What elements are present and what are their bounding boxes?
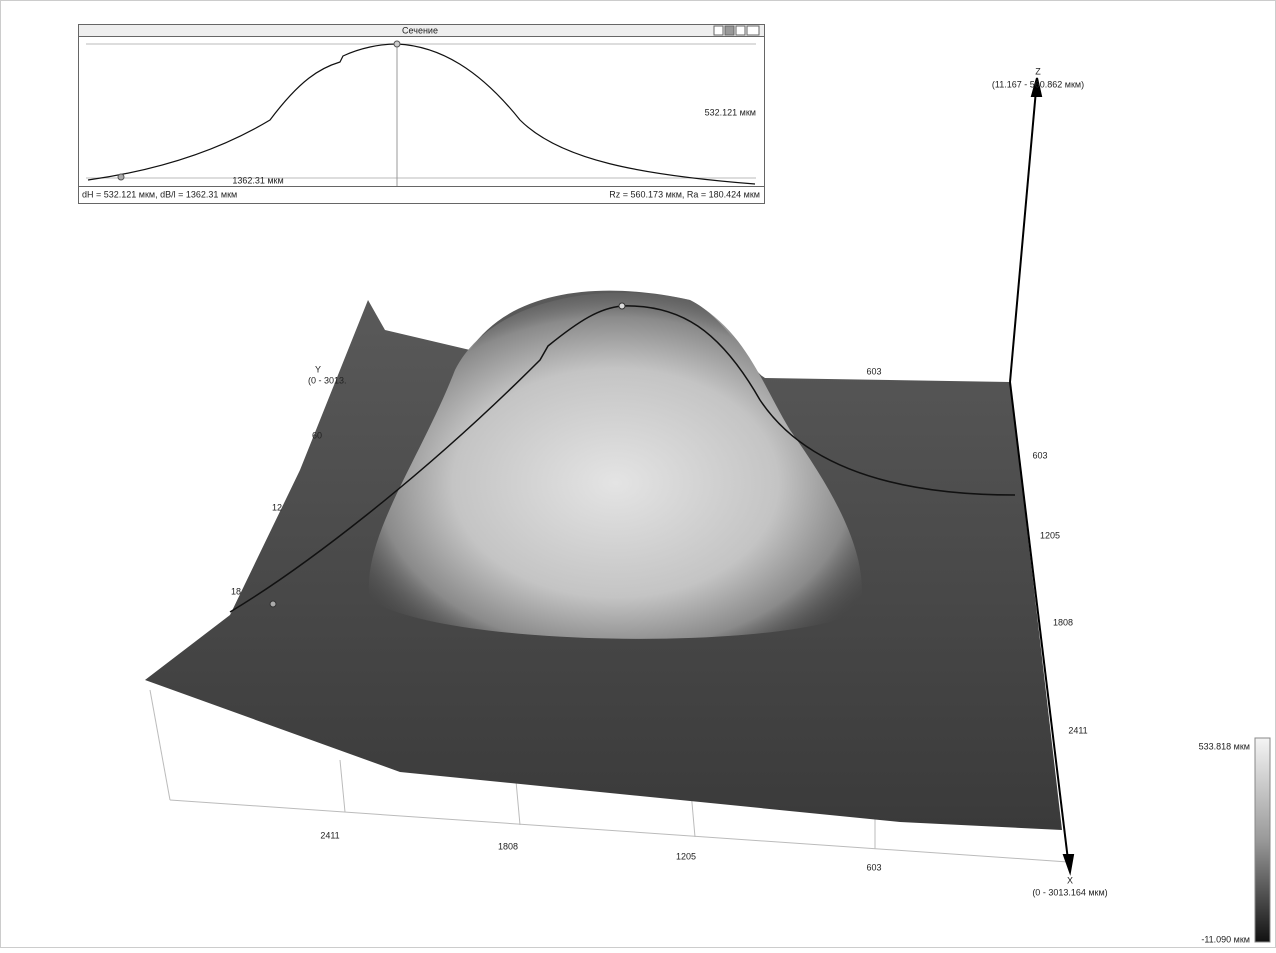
colorbar: [1255, 738, 1270, 942]
x-tick-label: 603: [866, 862, 881, 872]
y-tick-label: 18: [231, 586, 241, 596]
x-axis-range: (0 - 3013.164 мкм): [1032, 887, 1107, 897]
profile-marker: [118, 174, 124, 180]
right-tick-label: 2411: [1068, 725, 1087, 735]
window-title: Сечение: [402, 25, 438, 35]
section-marker: [270, 601, 276, 607]
z-axis-range: (11.167 - 560.862 мкм): [992, 79, 1084, 89]
status-right: Rz = 560.173 мкм, Ra = 180.424 мкм: [609, 189, 760, 199]
status-left: dH = 532.121 мкм, dB/l = 1362.31 мкм: [82, 189, 237, 199]
colorbar-min: -11.090 мкм: [1201, 934, 1250, 944]
colorbar-max: 533.818 мкм: [1199, 741, 1250, 751]
z-axis-name: Z: [1035, 66, 1041, 76]
x-tick-label: 1205: [676, 851, 696, 861]
section-marker: [619, 303, 625, 309]
y-tick-label: 12: [272, 502, 282, 512]
window-button[interactable]: [725, 26, 734, 35]
height-label: 532.121 мкм: [705, 107, 756, 117]
right-tick-label: 603: [866, 366, 881, 376]
viewer: Z (11.167 - 560.862 мкм) Y (0 - 3013. 60…: [0, 0, 1276, 948]
y-tick-label: 60: [312, 430, 322, 440]
window-button[interactable]: [736, 26, 745, 35]
close-button[interactable]: [747, 26, 759, 35]
width-label: 1362.31 мкм: [232, 175, 283, 185]
right-tick-label: 603: [1032, 450, 1047, 460]
x-axis-name: X: [1067, 875, 1073, 885]
right-tick-label: 1808: [1053, 617, 1073, 627]
y-axis-name: Y: [315, 364, 321, 374]
window-button[interactable]: [714, 26, 723, 35]
x-tick-label: 1808: [498, 841, 518, 851]
y-axis-range: (0 - 3013.: [308, 375, 347, 385]
profile-window: Сечение 532.121 мкм 1362.31 мкм dH = 532…: [79, 25, 765, 204]
x-tick-label: 2411: [320, 830, 339, 840]
profile-marker: [394, 41, 400, 47]
right-tick-label: 1205: [1040, 530, 1060, 540]
